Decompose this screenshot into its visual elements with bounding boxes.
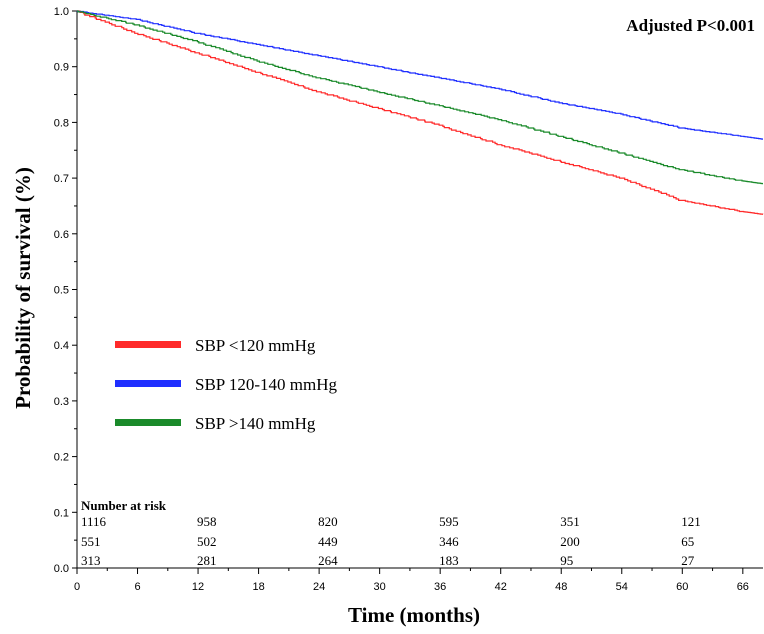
risk-count: 27 [681, 553, 695, 568]
survival-curves [76, 10, 764, 215]
risk-table-title: Number at risk [81, 498, 167, 513]
risk-count: 595 [439, 514, 459, 529]
legend-label: SBP 120-140 mmHg [195, 375, 338, 394]
x-tick-label: 18 [252, 581, 264, 593]
risk-count: 346 [439, 534, 459, 549]
risk-count: 95 [560, 553, 573, 568]
risk-count: 958 [197, 514, 217, 529]
x-tick-label: 60 [676, 581, 688, 593]
x-tick-label: 6 [134, 581, 140, 593]
x-tick-label: 30 [374, 581, 386, 593]
y-tick-label: 0.2 [54, 452, 69, 464]
x-tick-label: 36 [434, 581, 446, 593]
risk-count: 551 [81, 534, 101, 549]
survival-curve-0 [77, 10, 764, 215]
y-tick-label: 0.0 [54, 563, 69, 575]
risk-count: 200 [560, 534, 580, 549]
plot-frame [76, 11, 763, 569]
p-value-annotation: Adjusted P<0.001 [626, 16, 755, 35]
x-tick-label: 24 [313, 581, 325, 593]
risk-count: 281 [197, 553, 217, 568]
y-tick-label: 0.9 [54, 62, 69, 74]
x-tick-label: 42 [495, 581, 507, 593]
risk-count: 313 [81, 553, 101, 568]
legend-swatch [115, 380, 181, 387]
y-tick-label: 0.7 [54, 173, 69, 185]
y-tick-label: 0.1 [54, 507, 69, 519]
risk-count: 449 [318, 534, 338, 549]
risk-count: 183 [439, 553, 459, 568]
risk-count: 351 [560, 514, 580, 529]
x-tick-label: 54 [616, 581, 628, 593]
legend-swatch [115, 341, 181, 348]
y-axis-title: Probability of survival (%) [11, 167, 35, 409]
survival-curve-1 [76, 10, 763, 140]
x-tick-label: 12 [192, 581, 204, 593]
risk-count: 264 [318, 553, 338, 568]
y-tick-label: 1.0 [54, 6, 69, 18]
y-tick-label: 0.5 [54, 285, 69, 297]
legend-swatch [115, 419, 181, 426]
x-axis-title: Time (months) [348, 603, 480, 627]
risk-count: 820 [318, 514, 338, 529]
legend: SBP <120 mmHg SBP 120-140 mmHg SBP >140 mm… [115, 336, 338, 433]
risk-count: 121 [681, 514, 701, 529]
x-tick-label: 48 [555, 581, 567, 593]
legend-label: SBP <120 mmHg [195, 336, 316, 355]
risk-count: 502 [197, 534, 217, 549]
y-axis: 0.0 0.1 0.2 0.3 0.4 0.5 0.6 0.7 0.8 0.9 1.0 [54, 6, 77, 575]
y-tick-label: 0.4 [54, 340, 69, 352]
legend-label: SBP >140 mmHg [195, 414, 316, 433]
y-tick-label: 0.3 [54, 396, 69, 408]
y-tick-label: 0.8 [54, 117, 69, 129]
x-axis: 0 6 12 18 24 30 36 42 48 54 60 66 [74, 568, 749, 593]
x-tick-label: 66 [737, 581, 749, 593]
survival-curve-2 [77, 10, 763, 185]
y-tick-label: 0.6 [54, 229, 69, 241]
risk-count: 1116 [81, 514, 107, 529]
risk-count: 65 [681, 534, 694, 549]
x-tick-label: 0 [74, 581, 80, 593]
